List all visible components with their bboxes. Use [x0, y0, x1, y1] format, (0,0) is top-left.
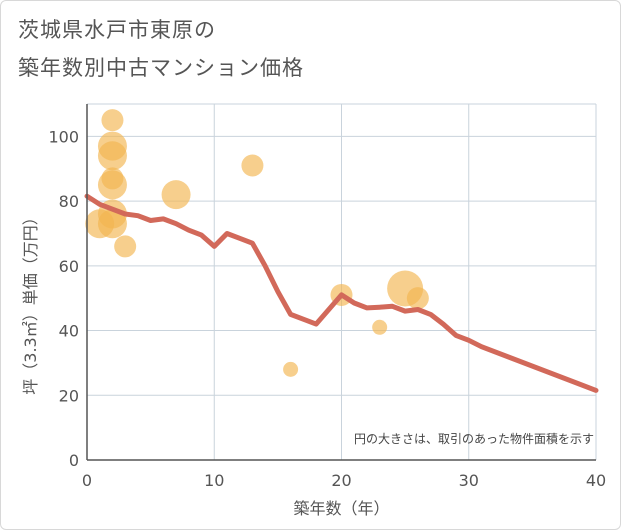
x-tick-label: 0	[82, 471, 92, 490]
y-tick-label: 80	[59, 192, 79, 211]
data-bubble	[97, 209, 127, 239]
y-axis-label: 坪（3.3㎡）単価（万円）	[21, 209, 40, 394]
x-tick-label: 30	[459, 471, 479, 490]
grid-lines	[87, 103, 597, 460]
x-tick-label: 40	[586, 471, 606, 490]
x-axis-label: 築年数（年）	[293, 499, 389, 518]
data-bubble	[406, 287, 429, 310]
data-bubble	[161, 180, 191, 210]
y-tick-label: 100	[48, 127, 79, 146]
x-tick-label: 10	[204, 471, 224, 490]
tick-labels: 0 10 20 30 40 0 20 40 60 80 100	[48, 127, 606, 490]
bubble-layer	[85, 109, 429, 377]
x-tick-label: 20	[331, 471, 351, 490]
data-bubble	[372, 319, 388, 335]
size-legend-note: 円の大きさは、取引のあった物件面積を示す	[354, 431, 594, 446]
data-bubble	[97, 170, 127, 200]
data-bubble	[97, 141, 127, 171]
axes	[86, 104, 596, 461]
y-tick-label: 20	[59, 386, 79, 405]
average-price-line	[84, 193, 599, 393]
data-bubble	[241, 154, 264, 177]
chart-title-line1: 茨城県水戸市東原の	[18, 18, 216, 42]
y-tick-label: 40	[59, 322, 79, 341]
y-tick-label: 0	[69, 451, 79, 470]
data-bubble	[114, 235, 137, 258]
y-tick-label: 60	[59, 257, 79, 276]
data-bubble	[283, 361, 299, 377]
trend-line-layer	[84, 193, 599, 393]
chart-title-line2: 築年数別中古マンション価格	[18, 56, 304, 80]
data-bubble	[101, 109, 124, 132]
